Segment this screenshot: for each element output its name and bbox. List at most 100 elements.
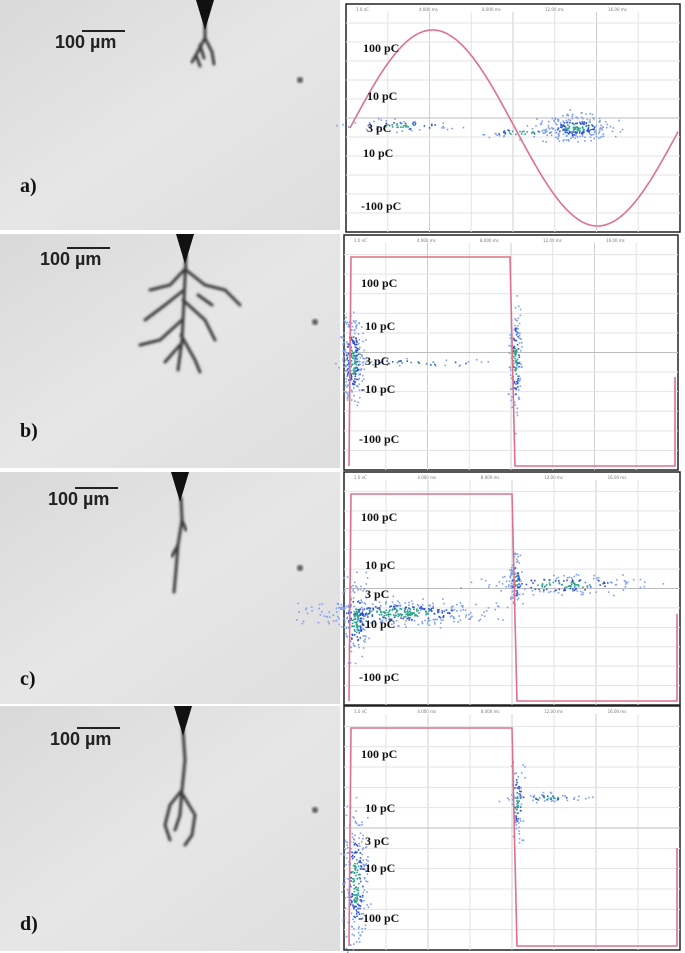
pd-point — [361, 380, 363, 382]
pd-point — [529, 795, 532, 797]
pd-point — [401, 130, 403, 132]
pd-point — [532, 796, 535, 798]
pd-point — [345, 814, 348, 817]
pd-point — [518, 793, 520, 795]
pd-point — [516, 364, 518, 367]
pd-point — [457, 621, 459, 623]
pd-point — [362, 628, 364, 630]
pd-point — [356, 900, 358, 902]
pd-point — [349, 619, 352, 621]
pd-point — [385, 120, 387, 122]
pd-point — [516, 319, 518, 322]
pd-point — [362, 623, 364, 626]
pd-point — [509, 345, 512, 347]
pd-point — [358, 338, 361, 341]
pd-point — [515, 333, 518, 336]
pd-point — [372, 607, 375, 610]
pd-point — [458, 365, 461, 368]
pd-point — [571, 590, 574, 592]
pd-point — [357, 638, 360, 641]
pd-point — [514, 806, 516, 809]
pd-point — [582, 586, 584, 588]
pd-point — [354, 367, 357, 370]
pd-point — [411, 612, 414, 614]
pd-point — [402, 126, 404, 129]
pd-point — [589, 136, 592, 138]
pd-point — [450, 609, 453, 612]
pd-point — [517, 348, 520, 350]
pd-point — [399, 613, 401, 615]
pd-point — [509, 575, 511, 578]
pd-point — [353, 394, 355, 397]
pd-point — [371, 615, 374, 617]
pd-point — [557, 118, 559, 121]
pd-point — [352, 588, 355, 590]
pd-point — [361, 326, 363, 328]
pd-point — [396, 124, 398, 126]
pd-point — [577, 140, 579, 143]
pd-point — [590, 134, 592, 136]
pd-point — [437, 611, 439, 614]
pd-point — [408, 619, 410, 621]
pd-point — [517, 377, 520, 380]
pd-point — [346, 399, 349, 401]
pd-point — [602, 133, 605, 135]
pd-point — [385, 619, 387, 622]
pd-point — [550, 798, 552, 801]
pd-point — [353, 329, 356, 332]
pd-point — [364, 641, 366, 643]
pd-point — [516, 414, 519, 417]
pd-point — [357, 865, 360, 868]
pd-point — [513, 350, 516, 352]
pd-point — [438, 609, 440, 611]
pd-point — [585, 125, 587, 127]
pd-point — [522, 593, 524, 595]
pd-point — [350, 389, 353, 392]
pd-point — [352, 642, 355, 645]
pd-point — [509, 369, 512, 371]
pd-point — [415, 614, 417, 616]
pd-point — [514, 393, 516, 396]
pd-point — [460, 587, 462, 589]
pd-point — [536, 801, 538, 804]
pd-point — [366, 577, 369, 579]
pd-point — [607, 582, 609, 584]
pd-point — [531, 128, 534, 130]
pd-point — [595, 577, 598, 579]
pd-point — [357, 611, 360, 613]
pd-point — [352, 584, 354, 587]
pd-point — [565, 797, 568, 799]
pd-point — [358, 342, 360, 345]
pd-point — [351, 625, 354, 627]
pd-point — [464, 609, 467, 611]
pd-point — [401, 362, 403, 364]
pd-point — [546, 799, 548, 801]
pd-point — [418, 129, 421, 131]
pd-point — [619, 131, 622, 133]
pd-point — [517, 382, 519, 385]
pd-point — [372, 609, 374, 611]
y-label: -10 pC — [361, 861, 395, 875]
pd-point — [359, 368, 361, 371]
pd-point — [360, 599, 362, 601]
pd-point — [359, 353, 362, 356]
pd-point — [586, 130, 589, 132]
pd-point — [359, 873, 361, 876]
pd-point — [350, 596, 352, 599]
pd-point — [554, 118, 557, 120]
pd-point — [335, 362, 337, 365]
pd-point — [519, 377, 521, 380]
pd-point — [574, 584, 577, 586]
pd-point — [494, 608, 497, 611]
pd-point — [590, 139, 592, 142]
pd-point — [365, 626, 367, 629]
pd-point — [508, 132, 511, 134]
pd-point — [332, 614, 335, 616]
pd-point — [364, 924, 367, 927]
pd-point — [470, 612, 472, 614]
pd-point — [353, 888, 356, 890]
pd-point — [546, 130, 548, 133]
pd-point — [516, 792, 518, 794]
pd-point — [359, 588, 362, 591]
pd-point — [513, 772, 516, 775]
